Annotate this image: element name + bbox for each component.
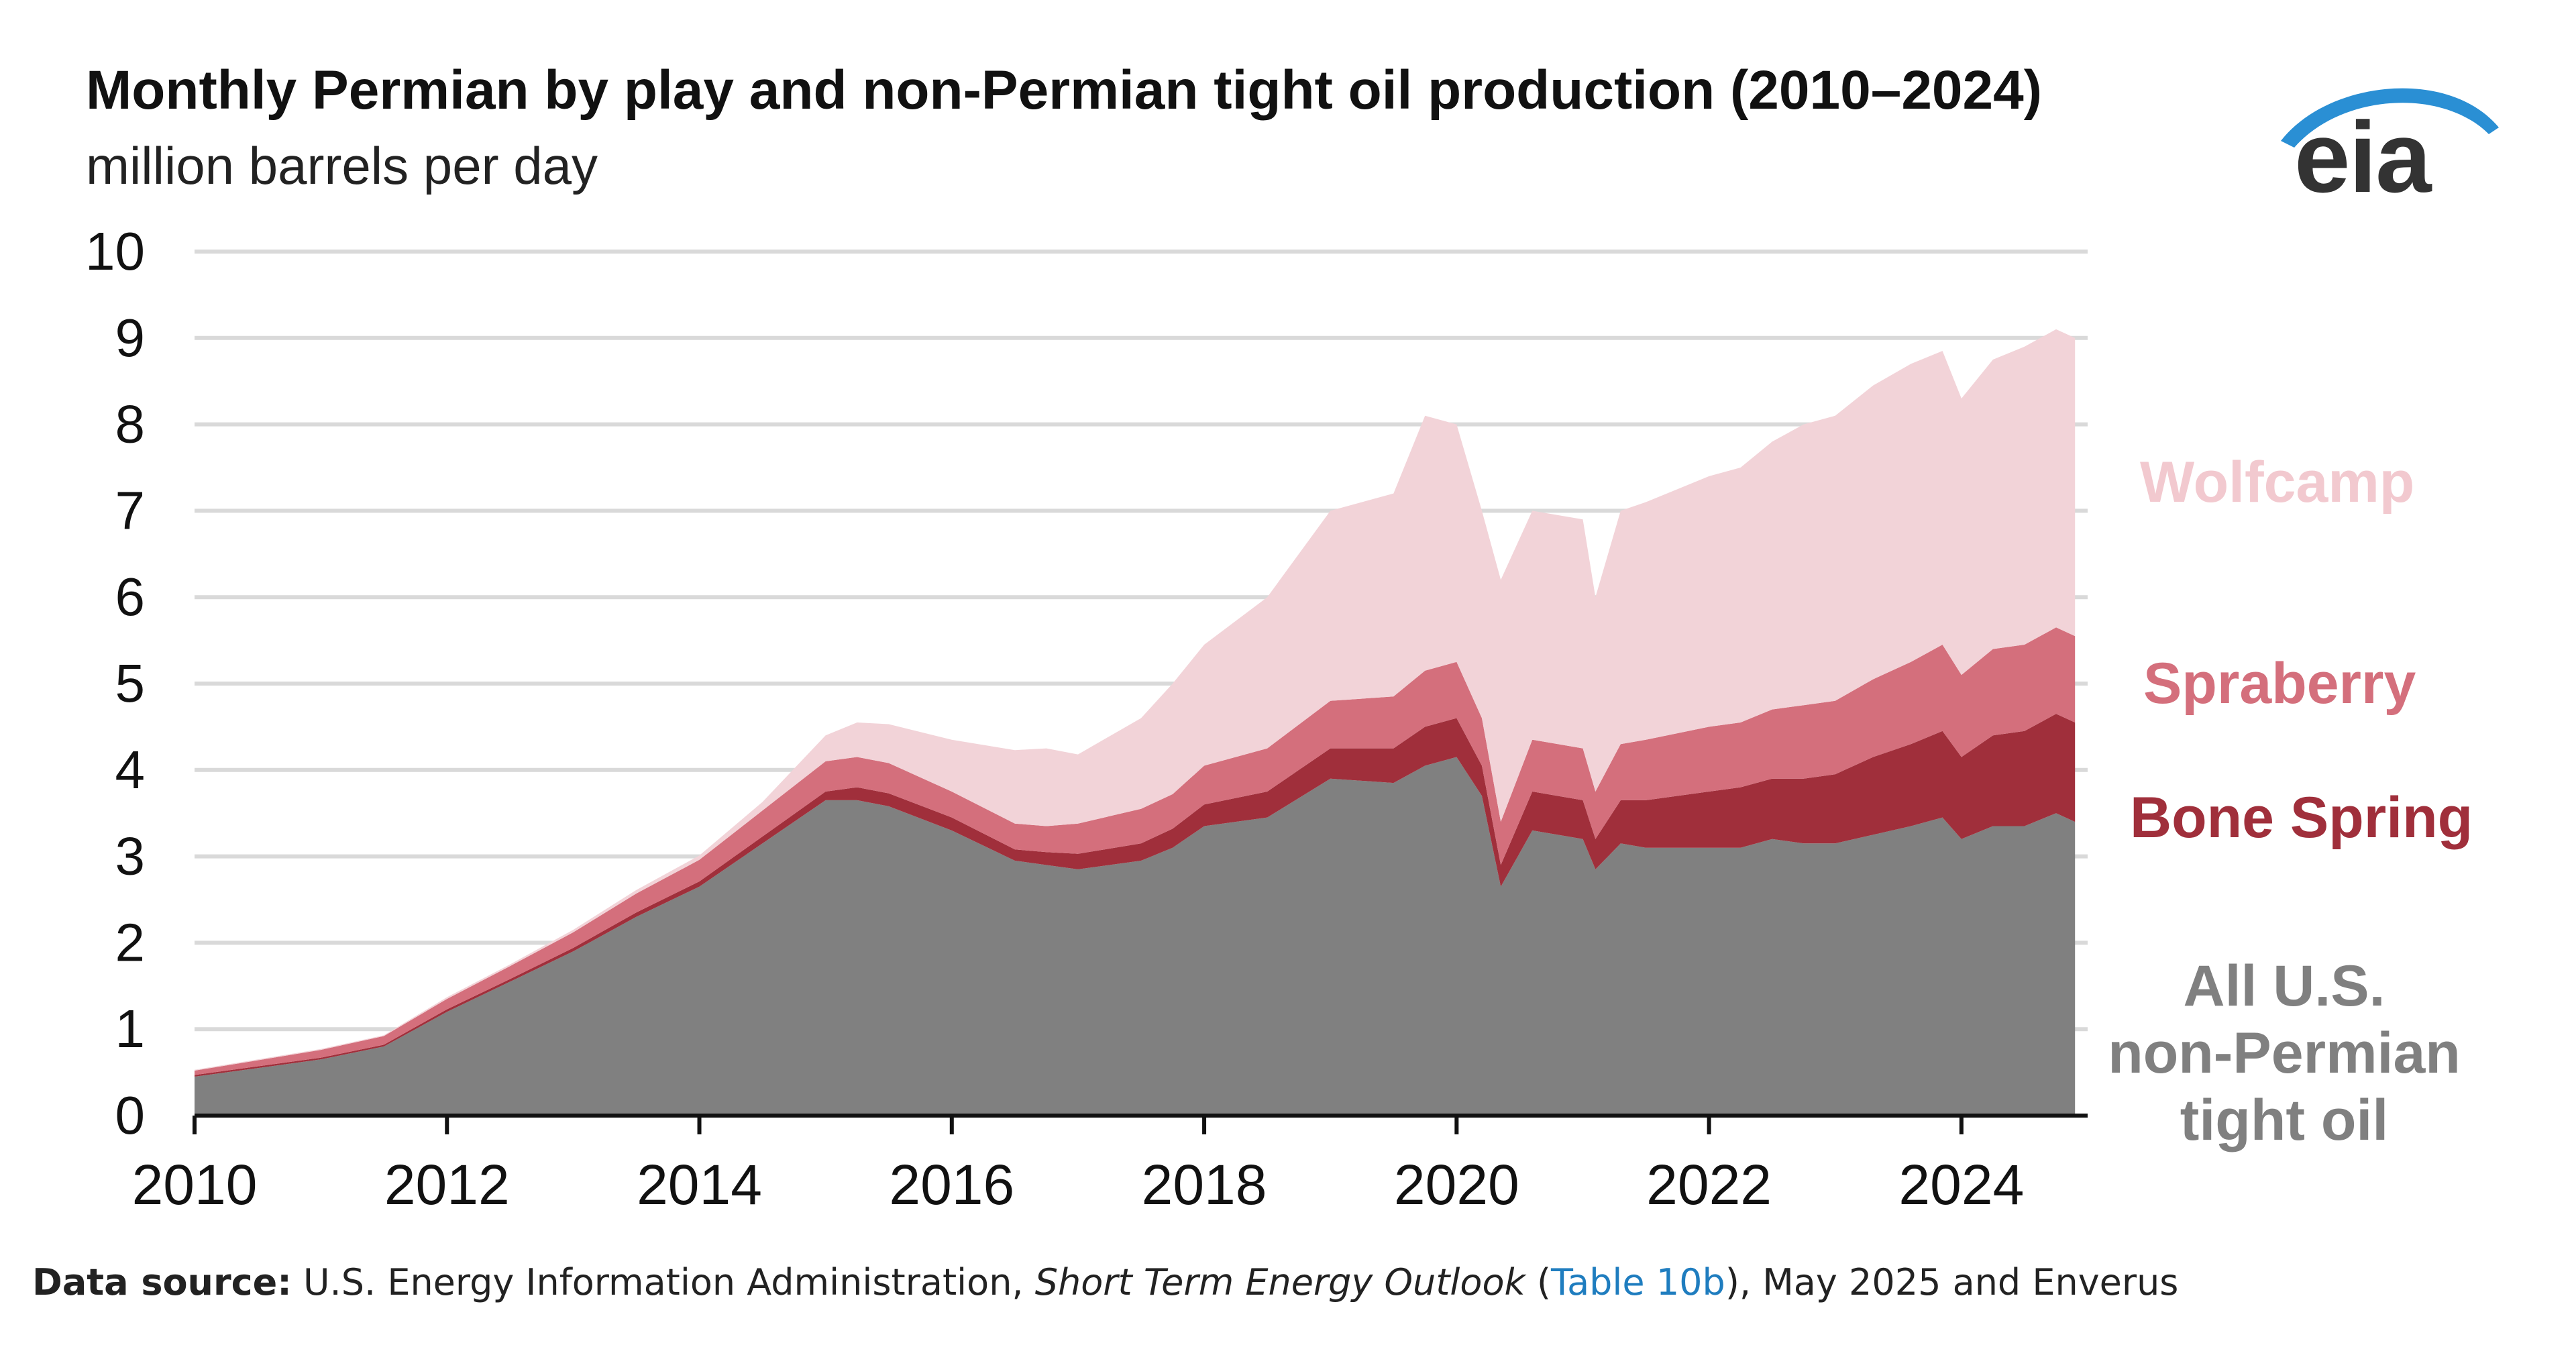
label-non-permian-line3: tight oil — [2180, 1088, 2389, 1152]
data-source: Data source: U.S. Energy Information Adm… — [32, 1261, 2178, 1303]
x-tick-label-2016: 2016 — [889, 1153, 1014, 1216]
y-tick-label-4: 4 — [115, 740, 146, 800]
x-tick-label-2014: 2014 — [637, 1153, 762, 1216]
y-tick-label-5: 5 — [115, 653, 146, 713]
chart-subtitle: million barrels per day — [86, 136, 598, 195]
x-tick-label-2010: 2010 — [132, 1153, 258, 1216]
x-tick-label-2012: 2012 — [384, 1153, 510, 1216]
y-tick-label-0: 0 — [115, 1085, 146, 1145]
source-prefix: Data source: — [32, 1261, 292, 1303]
area-wolfcamp — [195, 329, 2076, 1071]
label-spraberry: Spraberry — [2143, 651, 2416, 716]
source-link[interactable]: Table 10b — [1551, 1261, 1725, 1303]
y-tick-labels: 0 1 2 3 4 5 6 7 8 9 10 — [85, 221, 145, 1145]
source-publication: Short Term Energy Outlook — [1034, 1261, 1525, 1303]
stacked-areas — [195, 329, 2076, 1116]
y-tick-label-7: 7 — [115, 480, 146, 540]
label-non-permian-line2: non-Permian — [2108, 1021, 2461, 1085]
x-tick-label-2022: 2022 — [1646, 1153, 1772, 1216]
y-tick-label-1: 1 — [115, 999, 146, 1059]
y-tick-label-6: 6 — [115, 567, 146, 627]
logo-text: eia — [2294, 101, 2432, 213]
label-non-permian-line1: All U.S. — [2183, 954, 2385, 1018]
axes — [193, 1114, 2088, 1134]
label-non-permian: All U.S. non-Permian tight oil — [2103, 953, 2465, 1154]
x-tick-label-2018: 2018 — [1142, 1153, 1267, 1216]
area-all-u-s-non-permian-tight-oil — [195, 757, 2076, 1116]
eia-logo-icon — [2281, 88, 2499, 148]
x-tick-labels: 2010 2012 2014 2016 2018 2020 2022 2024 — [132, 1153, 2025, 1216]
label-wolfcamp: Wolfcamp — [2140, 450, 2415, 515]
x-tick-label-2020: 2020 — [1394, 1153, 1519, 1216]
y-tick-label-9: 9 — [115, 308, 146, 368]
label-bone-spring: Bone Spring — [2130, 786, 2473, 850]
chart-title: Monthly Permian by play and non-Permian … — [86, 60, 2043, 121]
y-tick-label-10: 10 — [85, 221, 145, 281]
y-tick-label-2: 2 — [115, 912, 146, 972]
x-tick-label-2024: 2024 — [1898, 1153, 2024, 1216]
chart-plot: 0 1 2 3 4 5 6 7 8 9 10 2010 2012 2014 2016 2018 2020 202… — [85, 221, 2088, 1216]
source-text2: ( — [1525, 1261, 1552, 1303]
y-tick-label-3: 3 — [115, 826, 146, 886]
source-text3: ), May 2025 and Enverus — [1725, 1261, 2179, 1303]
y-tick-label-8: 8 — [115, 394, 146, 454]
source-text1: U.S. Energy Information Administration, — [291, 1261, 1035, 1303]
